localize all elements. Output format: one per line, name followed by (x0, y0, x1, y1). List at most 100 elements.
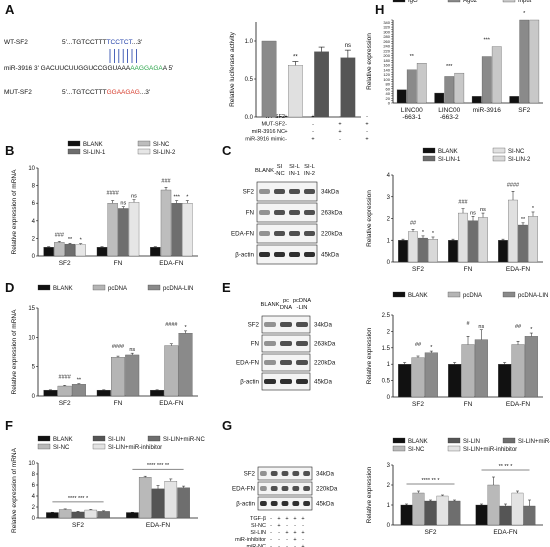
bar (454, 72, 465, 104)
y-tick-label: 0 (32, 516, 36, 522)
legend-label: pcDNA (108, 286, 127, 292)
blot-band (274, 231, 285, 236)
bar (509, 96, 520, 104)
significance-label: * (186, 195, 189, 201)
blot-band (296, 360, 308, 365)
blot-kda-label: 45kDa (314, 379, 332, 386)
bar (411, 357, 425, 398)
blot-band (304, 252, 315, 257)
y-tick-label: 200 (383, 53, 390, 58)
y-tick-label: 15 (28, 306, 35, 312)
bar (43, 389, 58, 397)
bar (177, 487, 190, 519)
legend-label: SI-NC (53, 445, 70, 451)
blot-band (280, 341, 292, 346)
seq-label: MUT-SF2 (4, 89, 32, 96)
significance-label: ns (470, 210, 476, 216)
blot-strip (256, 181, 318, 202)
blot-row-label: SF2 (248, 322, 260, 329)
x-tick-label: miR-3916 (473, 107, 502, 114)
bar (151, 488, 165, 519)
blot-treatment-sign: - (270, 530, 272, 536)
bar (398, 364, 412, 398)
y-axis-label: Relative expression of mRNA (11, 447, 18, 533)
y-tick-label: 1 (387, 238, 391, 244)
y-axis-label: Relative expression (366, 190, 373, 247)
x-tick-label: -663-1 (402, 114, 421, 121)
condition-sign: - (366, 114, 368, 120)
blot-row-label: EDA-FN (231, 231, 254, 238)
condition-sign: - (312, 129, 314, 135)
significance-label: **** *** * (68, 496, 89, 502)
y-tick-label: 4 (387, 173, 391, 179)
y-tick-label: 2 (387, 483, 391, 489)
blot-lane-label: BLANK (255, 168, 274, 174)
blot-band (274, 210, 285, 215)
bar (46, 512, 59, 519)
seq-label: WT-SF2 (4, 39, 28, 46)
blot-band (296, 341, 308, 346)
bar (524, 336, 538, 398)
bar (436, 495, 449, 526)
legend-label: SI-LIN-1 (438, 157, 461, 163)
x-tick-label: SF2 (59, 260, 71, 267)
bar (150, 247, 161, 257)
seq-text: 5'...TGTCCTTTTCCTCT...3' (62, 39, 142, 46)
condition-label: miR-3916 NC (252, 129, 285, 135)
significance-label: #### (165, 322, 178, 328)
x-tick-label: EDA-FN (506, 401, 531, 408)
x-tick-label: EDA-FN (159, 260, 184, 267)
y-tick-label: 2 (387, 329, 391, 335)
y-axis-label: Relative expression (366, 33, 373, 90)
bar (408, 231, 418, 263)
blot-treatment-label: SI-LIN (250, 530, 266, 536)
legend-swatch (92, 443, 106, 450)
legend-swatch (137, 148, 151, 155)
y-tick-label: 40 (386, 91, 391, 96)
blot-band (281, 501, 289, 506)
y-tick-label: 6 (32, 201, 36, 207)
legend-label: SI-LIN+miR-NC (518, 439, 550, 445)
bar (448, 364, 462, 398)
blot-kda-label: 263kDa (321, 210, 343, 217)
legend-swatch (147, 284, 161, 291)
x-tick-label: EDA-FN (493, 529, 518, 536)
blot-strip (256, 244, 318, 265)
blot-band (259, 189, 270, 194)
legend-swatch (492, 147, 506, 154)
bar (118, 208, 129, 257)
legend-swatch (392, 0, 406, 3)
blot-band (281, 486, 289, 491)
legend-swatch (447, 0, 461, 3)
bar (128, 202, 140, 257)
condition-sign: - (366, 129, 368, 135)
blot-lane-label: pc (283, 298, 289, 304)
blot-kda-label: 34kDa (321, 189, 339, 196)
significance-label: ** ** * (499, 464, 514, 470)
legend-label: SI-NC (153, 142, 170, 148)
blot-band (274, 189, 285, 194)
bar (126, 512, 139, 519)
condition-sign: + (284, 129, 287, 135)
blot-band (259, 252, 270, 257)
bar (511, 492, 524, 526)
y-axis-label: Relative expression (366, 466, 373, 523)
blot-treatment-label: miR-inhibitor (235, 537, 266, 543)
bar (458, 212, 468, 263)
significance-label: ns (129, 347, 135, 353)
y-tick-label: 0 (388, 101, 391, 106)
y-axis-label: Relative expression (366, 327, 373, 384)
blot-lane-label: SI-L (304, 164, 315, 170)
panel-letter-c: C (222, 143, 232, 158)
blot-treatment-sign: - (270, 537, 272, 543)
bar (58, 509, 72, 519)
bar (164, 345, 179, 397)
significance-label: ** (293, 55, 298, 61)
blot-kda-label: 45kDa (321, 252, 339, 259)
legend-swatch (422, 147, 436, 154)
blot-band (281, 471, 289, 476)
y-tick-label: 1 (387, 362, 391, 368)
legend-label: SI-LIN+miR-inhibitor (463, 447, 517, 453)
condition-sign: + (365, 137, 368, 143)
